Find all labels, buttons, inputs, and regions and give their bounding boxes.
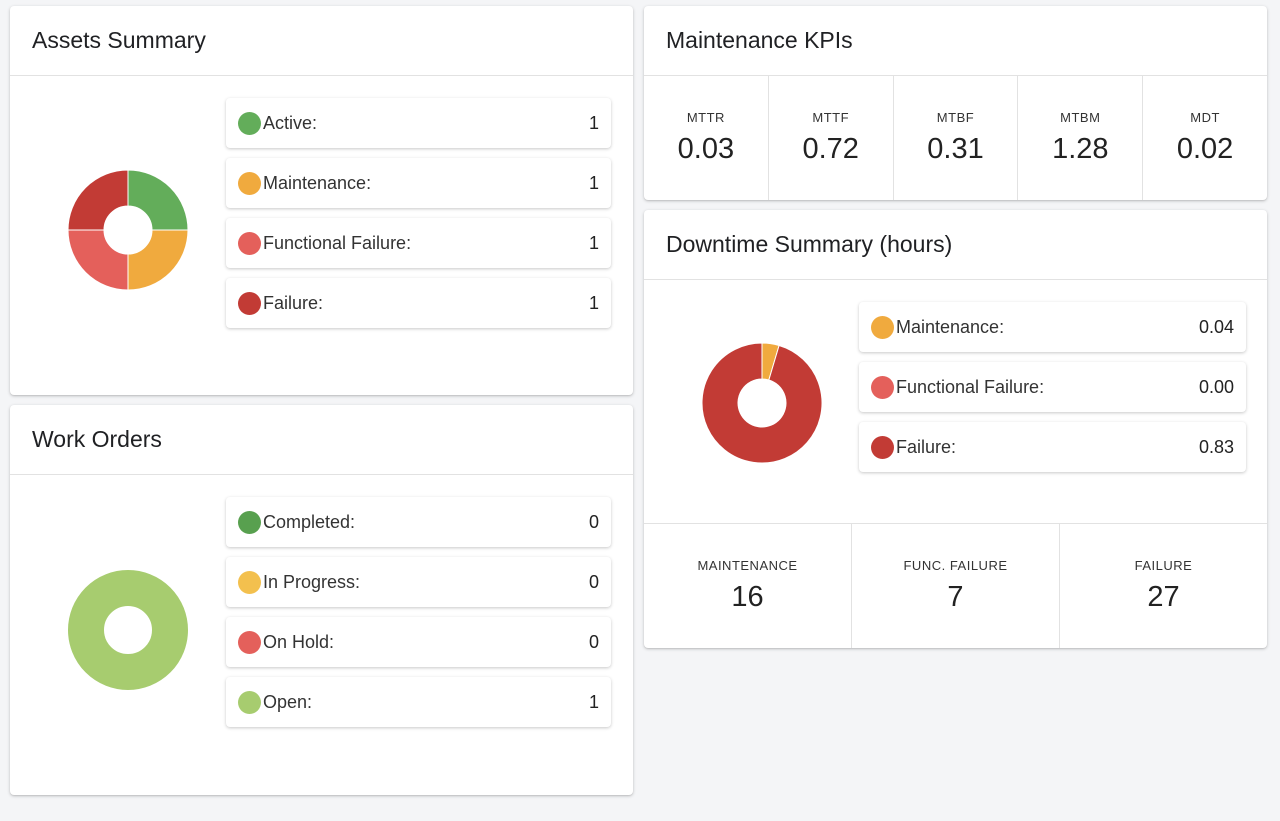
legend-value: 1 (588, 292, 599, 313)
kpi-mttf: MTTF 0.72 (769, 76, 894, 200)
completed-status-dot (238, 510, 261, 534)
legend-item-open: Open: 1 (226, 677, 611, 727)
legend-label: Failure: (263, 292, 324, 313)
legend-item-on-hold: On Hold: 0 (226, 617, 611, 667)
legend-label: Open: (263, 691, 313, 712)
legend-item-functional-failure: Functional Failure: 1 (226, 218, 611, 268)
downtime-summary-legend: Maintenance: 0.04 Functional Failure: 0.… (859, 302, 1246, 482)
kpi-mdt: MDT 0.02 (1143, 76, 1267, 200)
kpi-value: 0.02 (1176, 133, 1234, 165)
assets-summary-card: Assets Summary Active: 1 Maintenance: 1 … (10, 6, 633, 395)
downtime-count-func-failure: FUNC. FAILURE 7 (852, 524, 1060, 648)
legend-item-failure: Failure: 0.83 (859, 422, 1246, 472)
on-hold-status-dot (238, 630, 261, 654)
legend-item-maintenance: Maintenance: 0.04 (859, 302, 1246, 352)
legend-label: On Hold: (263, 631, 335, 652)
downtime-summary-slice-2 (702, 343, 822, 463)
functional-failure-status-dot (871, 375, 894, 399)
kpi-value: 0.03 (677, 133, 735, 165)
kpi-label: MTTR (686, 110, 725, 125)
legend-value: 1 (588, 691, 599, 712)
downtime-counts: MAINTENANCE 16 FUNC. FAILURE 7 FAILURE 2… (644, 523, 1267, 648)
work-orders-card: Work Orders Completed: 0 In Progress: 0 … (10, 405, 633, 795)
assets-summary-slice-2 (68, 229, 129, 290)
legend-value: 0.04 (1198, 316, 1234, 337)
legend-label: Maintenance: (896, 316, 1005, 337)
count-value: 27 (1147, 581, 1180, 613)
legend-item-active: Active: 1 (226, 98, 611, 148)
kpi-label: MTTF (812, 110, 850, 125)
count-value: 16 (731, 581, 764, 613)
legend-value: 0.00 (1198, 376, 1234, 397)
legend-label: Active: (263, 112, 318, 133)
legend-label: Functional Failure: (896, 376, 1045, 397)
assets-summary-slice-1 (127, 229, 188, 290)
kpi-mttr: MTTR 0.03 (644, 76, 769, 200)
count-label: FUNC. FAILURE (903, 558, 1008, 573)
legend-label: Failure: (896, 436, 957, 457)
failure-status-dot (238, 291, 261, 315)
count-label: MAINTENANCE (697, 558, 798, 573)
kpi-mtbm: MTBM 1.28 (1018, 76, 1144, 200)
kpi-value: 1.28 (1052, 133, 1109, 165)
assets-summary-donut (68, 170, 188, 290)
legend-item-maintenance: Maintenance: 1 (226, 158, 611, 208)
legend-label: Functional Failure: (263, 232, 412, 253)
maintenance-status-dot (238, 171, 261, 195)
kpi-grid: MTTR 0.03 MTTF 0.72 MTBF 0.31 MTBM 1.28 … (644, 76, 1267, 200)
assets-summary-title: Assets Summary (10, 6, 633, 76)
assets-summary-legend: Active: 1 Maintenance: 1 Functional Fail… (226, 98, 611, 338)
downtime-summary-donut (702, 343, 822, 463)
assets-summary-slices (68, 170, 188, 290)
functional-failure-status-dot (238, 231, 261, 255)
downtime-summary-card: Downtime Summary (hours) Maintenance: 0.… (644, 210, 1267, 648)
legend-value: 1 (588, 112, 599, 133)
legend-item-functional-failure: Functional Failure: 0.00 (859, 362, 1246, 412)
legend-item-in-progress: In Progress: 0 (226, 557, 611, 607)
kpi-value: 0.72 (802, 133, 859, 165)
maintenance-kpis-card: Maintenance KPIs MTTR 0.03 MTTF 0.72 MTB… (644, 6, 1267, 200)
work-orders-slices (68, 570, 188, 690)
work-orders-title: Work Orders (10, 405, 633, 475)
legend-label: In Progress: (263, 571, 361, 592)
downtime-count-maintenance: MAINTENANCE 16 (644, 524, 852, 648)
count-label: FAILURE (1134, 558, 1193, 573)
legend-item-failure: Failure: 1 (226, 278, 611, 328)
legend-value: 0.83 (1198, 436, 1234, 457)
in-progress-status-dot (238, 570, 261, 594)
downtime-count-failure: FAILURE 27 (1060, 524, 1267, 648)
assets-summary-slice-0 (127, 170, 188, 231)
work-orders-donut (68, 570, 188, 690)
legend-value: 0 (588, 511, 599, 532)
active-status-dot (238, 111, 261, 135)
legend-label: Completed: (263, 511, 356, 532)
legend-value: 0 (588, 631, 599, 652)
legend-item-completed: Completed: 0 (226, 497, 611, 547)
maintenance-status-dot (871, 315, 894, 339)
legend-label: Maintenance: (263, 172, 372, 193)
kpi-value: 0.31 (927, 133, 984, 165)
legend-value: 1 (588, 172, 599, 193)
legend-value: 1 (588, 232, 599, 253)
kpi-label: MDT (1190, 110, 1220, 125)
kpi-label: MTBM (1060, 110, 1101, 125)
downtime-summary-title: Downtime Summary (hours) (644, 210, 1267, 280)
failure-status-dot (871, 435, 894, 459)
count-value: 7 (947, 581, 964, 613)
work-orders-legend: Completed: 0 In Progress: 0 On Hold: 0 O… (226, 497, 611, 737)
maintenance-kpis-title: Maintenance KPIs (644, 6, 1267, 76)
open-status-dot (238, 690, 261, 714)
kpi-label: MTBF (936, 110, 975, 125)
assets-summary-slice-3 (68, 170, 129, 231)
kpi-mtbf: MTBF 0.31 (894, 76, 1019, 200)
downtime-summary-slices (702, 343, 822, 463)
work-orders-slice-3 (68, 570, 188, 690)
legend-value: 0 (588, 571, 599, 592)
